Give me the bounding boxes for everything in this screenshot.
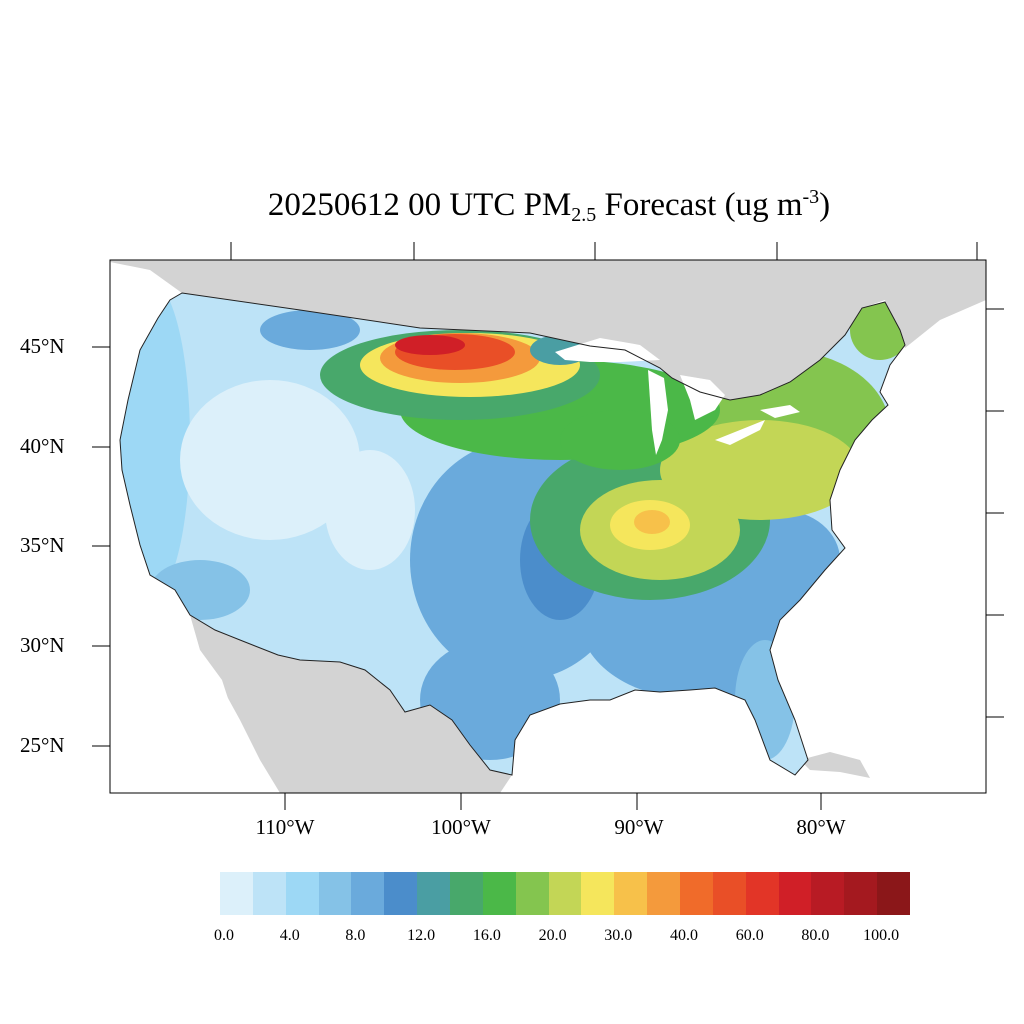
colorbar: [220, 872, 911, 915]
colorbar-swatch: [680, 872, 713, 915]
colorbar-label: 100.0: [863, 927, 900, 944]
lon-label-110w: 110°W: [255, 815, 315, 839]
baja-water: [200, 650, 262, 790]
colorbar-swatch: [450, 872, 483, 915]
us-outline: [119, 292, 906, 776]
map-frame: [109, 259, 987, 794]
colorbar-label: 60.0: [735, 927, 764, 944]
colorbar-label: 16.0: [472, 927, 501, 944]
colorbar-swatch: [581, 872, 615, 915]
field-colorado: [325, 450, 415, 570]
colorbar-swatch: [351, 872, 385, 915]
colorbar-swatch: [285, 872, 319, 915]
mexico-landmass: [190, 615, 512, 793]
colorbar-swatch: [614, 872, 648, 915]
bottom-axis-ticks: [284, 793, 822, 810]
field-north-dakota-core: [395, 335, 465, 355]
colorbar-swatch: [811, 872, 845, 915]
colorbar-label: 4.0: [279, 927, 300, 944]
colorbar-swatch: [482, 872, 516, 915]
canada-landmass: [110, 260, 986, 400]
field-kentucky-core: [634, 510, 670, 534]
colorbar-swatch: [252, 872, 286, 915]
colorbar-swatch: [647, 872, 681, 915]
left-axis-ticks: [92, 346, 110, 747]
field-montana-blue: [260, 310, 360, 350]
colorbar-label: 20.0: [538, 927, 567, 944]
colorbar-swatch: [745, 872, 779, 915]
colorbar-label: 40.0: [670, 927, 698, 944]
field-lake-michigan-area: [560, 410, 680, 470]
colorbar-swatch: [417, 872, 451, 915]
lon-label-80w: 80°W: [796, 815, 846, 839]
colorbar-swatch: [220, 872, 253, 915]
colorbar-swatch: [515, 872, 549, 915]
colorbar-label: 12.0: [407, 927, 436, 944]
colorbar-label: 8.0: [345, 927, 366, 944]
lat-label-40n: 40°N: [20, 434, 65, 458]
colorbar-label: 30.0: [604, 927, 633, 944]
lake-michigan: [648, 370, 668, 455]
lon-label-90w: 90°W: [614, 815, 664, 839]
colorbar-label: 80.0: [801, 927, 830, 944]
colorbar-swatch: [877, 872, 911, 915]
colorbar-swatch: [778, 872, 812, 915]
map-title: 20250612 00 UTC PM2.5 Forecast (ug m-3): [267, 186, 831, 226]
colorbar-swatch: [318, 872, 352, 915]
lon-label-100w: 100°W: [431, 815, 491, 839]
lat-label-25n: 25°N: [20, 733, 65, 757]
cuba-landmass: [800, 752, 870, 778]
right-axis-ticks: [986, 308, 1004, 718]
lat-label-45n: 45°N: [20, 334, 65, 358]
colorbar-swatch: [548, 872, 582, 915]
colorbar-swatch: [844, 872, 878, 915]
lake-erie: [715, 420, 765, 445]
colorbar-swatch: [384, 872, 418, 915]
lake-huron: [680, 375, 725, 420]
lat-label-30n: 30°N: [20, 633, 65, 657]
top-axis-ticks: [230, 242, 978, 260]
lake-ontario: [760, 405, 800, 418]
lat-label-35n: 35°N: [20, 533, 65, 557]
colorbar-label: 0.0: [214, 927, 234, 944]
field-great-basin: [180, 380, 360, 540]
colorbar-swatch: [712, 872, 746, 915]
